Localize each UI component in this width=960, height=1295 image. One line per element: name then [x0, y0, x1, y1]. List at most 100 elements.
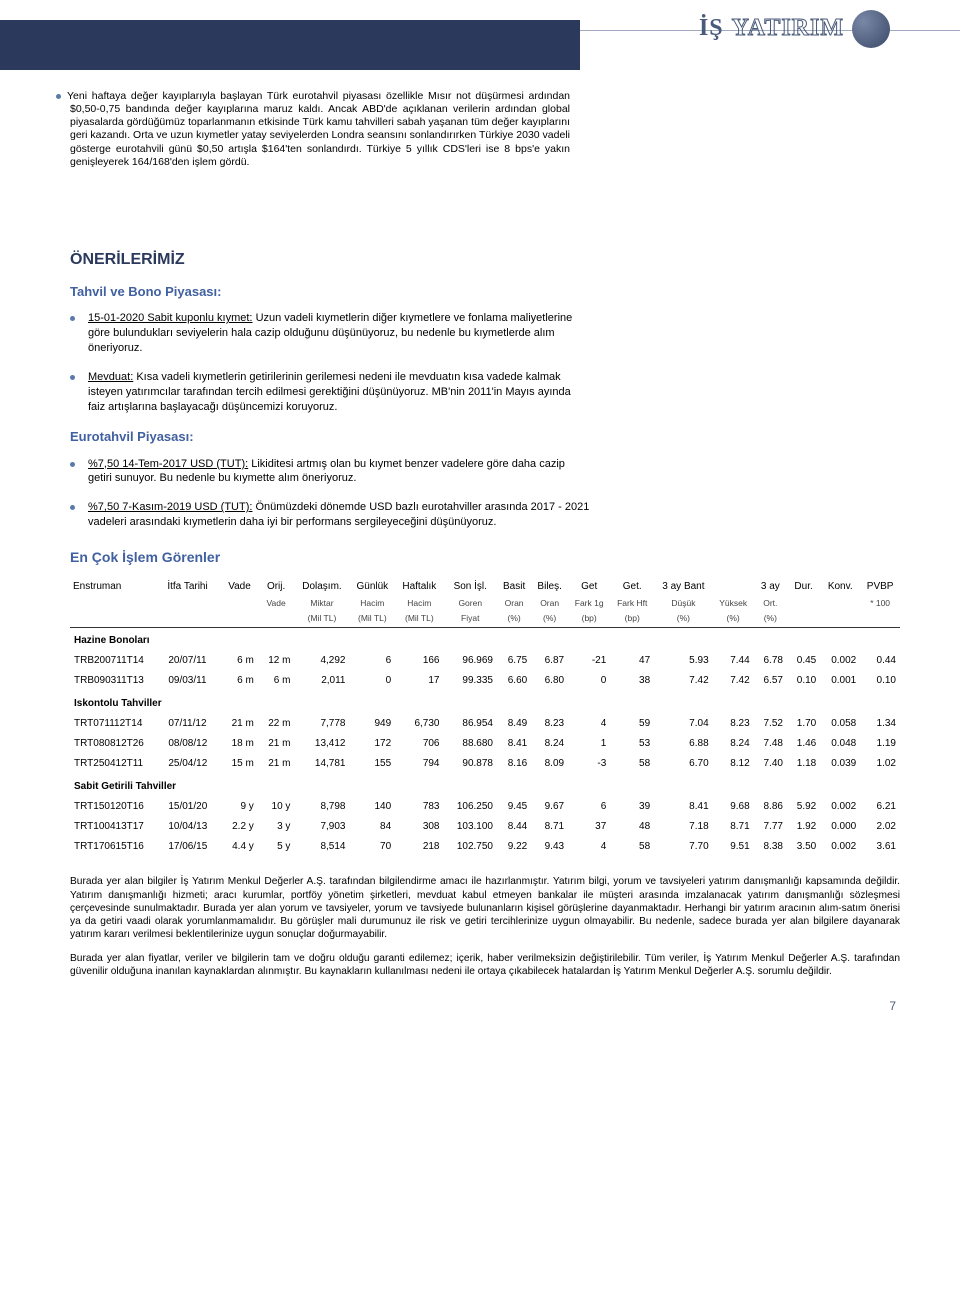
table-cell: 15/01/20 — [164, 797, 221, 817]
column-header: Basit — [497, 578, 531, 596]
column-subheader: * 100 — [860, 596, 900, 612]
table-row: TRT080812T2608/08/1218 m21 m13,412172706… — [70, 734, 900, 754]
table-cell: 1.18 — [787, 754, 820, 774]
table-cell: 5 y — [258, 837, 295, 857]
page-number: 7 — [70, 998, 900, 1015]
item-label: %7,50 14-Tem-2017 USD (TUT): — [88, 458, 248, 470]
column-unit — [787, 611, 820, 627]
list-item: 15-01-2020 Sabit kuponlu kıymet: Uzun va… — [88, 311, 590, 356]
table-cell: 7.77 — [754, 817, 787, 837]
table-cell: 0.44 — [860, 651, 900, 671]
table-cell: 37 — [568, 817, 610, 837]
table-cell: 3.61 — [860, 837, 900, 857]
table-cell: 6 — [350, 651, 396, 671]
table-cell: 7.04 — [654, 714, 712, 734]
table-cell: 10 y — [258, 797, 295, 817]
column-header: Dolaşım. — [294, 578, 349, 596]
table-cell: 8.09 — [531, 754, 568, 774]
table-cell: 308 — [395, 817, 443, 837]
table-cell: 90.878 — [444, 754, 498, 774]
table-cell: 6.80 — [531, 671, 568, 691]
table-cell: 8,798 — [294, 797, 349, 817]
column-subheader: Hacim — [350, 596, 396, 612]
table-cell: 6 m — [221, 671, 258, 691]
table-cell: 12 m — [258, 651, 295, 671]
table-row: TRT100413T1710/04/132.2 y3 y7,9038430810… — [70, 817, 900, 837]
table-cell: 84 — [350, 817, 396, 837]
column-subheader: Fark 1g — [568, 596, 610, 612]
table-cell: 8.24 — [713, 734, 754, 754]
table-cell: 7.42 — [713, 671, 754, 691]
column-unit: (%) — [713, 611, 754, 627]
table-cell: 21 m — [258, 734, 295, 754]
table-cell: 5.92 — [787, 797, 820, 817]
group-label: Hazine Bonoları — [70, 628, 900, 652]
table-cell: 10/04/13 — [164, 817, 221, 837]
table-cell: 1.70 — [787, 714, 820, 734]
table-cell: 53 — [610, 734, 654, 754]
column-unit: (%) — [497, 611, 531, 627]
logo-globe-icon — [852, 10, 890, 48]
table-cell: 0 — [568, 671, 610, 691]
column-unit: (%) — [754, 611, 787, 627]
table-cell: -3 — [568, 754, 610, 774]
item-label: %7,50 7-Kasım-2019 USD (TUT): — [88, 501, 252, 513]
column-unit: (bp) — [610, 611, 654, 627]
table-cell: TRT250412T11 — [70, 754, 164, 774]
table-cell: 6.21 — [860, 797, 900, 817]
table-cell: 96.969 — [444, 651, 498, 671]
table-cell: 0.048 — [820, 734, 860, 754]
column-header: Enstruman — [70, 578, 164, 596]
column-subheader: Goren — [444, 596, 498, 612]
table-cell: 6 m — [258, 671, 295, 691]
table-cell: 2,011 — [294, 671, 349, 691]
table-cell: 3 y — [258, 817, 295, 837]
eurobond-subtitle: Eurotahvil Piyasası: — [70, 428, 900, 446]
table-head: Enstrumanİtfa TarihiVadeOrij.Dolaşım.Gün… — [70, 578, 900, 628]
table-cell: 8.16 — [497, 754, 531, 774]
table-cell: 8.86 — [754, 797, 787, 817]
column-header: 3 ay Bant — [654, 578, 712, 596]
column-header: Dur. — [787, 578, 820, 596]
table-cell: 6.70 — [654, 754, 712, 774]
column-header: Son İşl. — [444, 578, 498, 596]
column-unit: (Mil TL) — [395, 611, 443, 627]
table-cell: 86.954 — [444, 714, 498, 734]
table-cell: 8.71 — [713, 817, 754, 837]
disclaimer-p1: Burada yer alan bilgiler İş Yatırım Menk… — [70, 875, 900, 941]
table-cell: 7,903 — [294, 817, 349, 837]
column-header: Bileş. — [531, 578, 568, 596]
table-cell: -21 — [568, 651, 610, 671]
table-cell: 70 — [350, 837, 396, 857]
column-header: 3 ay — [754, 578, 787, 596]
column-header: Get. — [610, 578, 654, 596]
column-unit — [221, 611, 258, 627]
table-cell: 8.38 — [754, 837, 787, 857]
table-cell: 6.60 — [497, 671, 531, 691]
table-cell: 6 — [568, 797, 610, 817]
column-header: Get — [568, 578, 610, 596]
table-cell: 0.001 — [820, 671, 860, 691]
table-cell: 8.49 — [497, 714, 531, 734]
table-cell: 9.51 — [713, 837, 754, 857]
table-cell: 166 — [395, 651, 443, 671]
intro-text: Yeni haftaya değer kayıplarıyla başlayan… — [67, 90, 570, 168]
column-subheader: Hacim — [395, 596, 443, 612]
table-group-row: Sabit Getirili Tahviller — [70, 774, 900, 797]
table-cell: 21 m — [221, 714, 258, 734]
table-cell: 8.71 — [531, 817, 568, 837]
bond-recommendations-list: 15-01-2020 Sabit kuponlu kıymet: Uzun va… — [70, 311, 590, 414]
table-cell: 38 — [610, 671, 654, 691]
bullet-icon — [56, 94, 61, 99]
table-cell: 140 — [350, 797, 396, 817]
table-cell: 0 — [350, 671, 396, 691]
column-subheader — [221, 596, 258, 612]
eurobond-recommendations-list: %7,50 14-Tem-2017 USD (TUT): Likiditesi … — [70, 457, 590, 530]
table-cell: 6,730 — [395, 714, 443, 734]
table-group-row: Hazine Bonoları — [70, 628, 900, 652]
column-unit: (%) — [531, 611, 568, 627]
table-cell: 4,292 — [294, 651, 349, 671]
table-cell: 1.19 — [860, 734, 900, 754]
table-cell: 7.44 — [713, 651, 754, 671]
table-cell: 103.100 — [444, 817, 498, 837]
